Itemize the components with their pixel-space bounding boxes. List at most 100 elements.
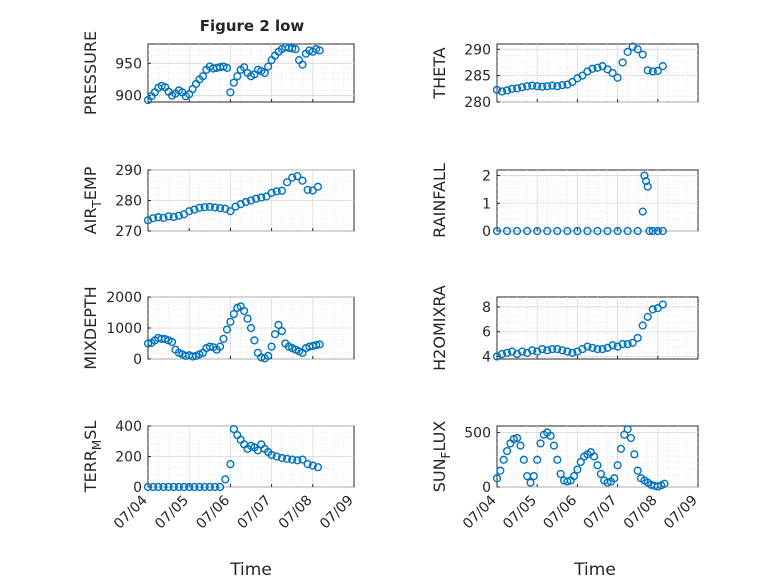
- data-point: [573, 226, 582, 236]
- data-point: [257, 193, 266, 202]
- data-point: [264, 351, 273, 361]
- x-tick-label: 07/04: [111, 492, 151, 532]
- data-point: [618, 340, 627, 349]
- y-tick-label: 0: [482, 480, 491, 496]
- data-point: [250, 336, 259, 345]
- data-point: [645, 226, 654, 236]
- y-tick-label: 6: [482, 325, 491, 341]
- data-point: [226, 88, 235, 97]
- data-point: [164, 482, 173, 492]
- data-point: [143, 482, 153, 492]
- data-point: [270, 330, 280, 339]
- y-tick-label: 200: [115, 450, 142, 466]
- data-point: [638, 50, 647, 59]
- data-point: [246, 323, 256, 333]
- data-point: [313, 182, 323, 191]
- data-point: [523, 82, 532, 91]
- data-point: [267, 342, 276, 351]
- data-point: [226, 317, 235, 326]
- data-point: [648, 305, 657, 314]
- data-point: [492, 474, 502, 483]
- data-point: [516, 441, 525, 450]
- data-point: [229, 78, 238, 87]
- data-point: [274, 320, 283, 330]
- axes-box: [496, 169, 699, 232]
- data-point: [533, 82, 542, 91]
- data-point: [543, 226, 552, 236]
- data-point: [293, 456, 302, 465]
- data-point: [222, 325, 232, 334]
- data-point: [198, 72, 208, 81]
- y-tick-label: 270: [115, 224, 142, 240]
- data-point: [154, 482, 163, 492]
- x-tick-label: 07/07: [235, 493, 275, 533]
- x-tick-label: 07/06: [540, 492, 580, 532]
- data-point: [282, 454, 292, 463]
- data-point: [536, 439, 545, 448]
- x-tick-label: 07/09: [317, 493, 357, 533]
- data-point: [608, 341, 617, 350]
- data-point: [569, 472, 579, 481]
- data-point: [528, 346, 537, 355]
- data-point: [529, 472, 538, 481]
- data-point: [267, 450, 276, 460]
- y-tick-label: 900: [115, 89, 142, 105]
- data-point: [553, 455, 562, 464]
- data-point: [210, 482, 220, 492]
- data-point: [658, 300, 667, 309]
- data-point: [169, 482, 178, 492]
- y-tick-label: 400: [115, 419, 142, 435]
- data-point: [613, 226, 622, 236]
- data-point: [312, 340, 321, 350]
- data-point: [512, 433, 522, 443]
- data-point: [533, 455, 542, 464]
- data-point: [167, 337, 177, 347]
- data-point: [502, 348, 512, 357]
- data-point: [593, 63, 602, 72]
- y-axis-label: TERRMSL: [81, 421, 104, 494]
- data-point: [502, 446, 512, 456]
- data-point: [616, 444, 626, 453]
- data-point: [219, 334, 228, 343]
- data-point: [549, 441, 559, 450]
- data-point: [568, 348, 577, 357]
- data-point: [282, 178, 292, 187]
- data-point: [660, 479, 669, 488]
- data-point: [633, 45, 642, 54]
- data-point: [149, 482, 158, 492]
- y-tick-label: 500: [464, 426, 491, 442]
- data-point: [538, 82, 547, 91]
- data-point: [260, 68, 269, 78]
- data-point: [169, 212, 178, 222]
- data-point: [588, 343, 597, 352]
- data-point: [578, 71, 587, 80]
- y-tick-label: 4: [482, 350, 491, 366]
- data-point: [638, 207, 647, 216]
- data-point: [633, 466, 642, 475]
- data-point: [497, 87, 507, 96]
- data-point: [653, 226, 662, 236]
- data-point: [190, 482, 199, 492]
- data-point: [518, 347, 527, 356]
- data-point: [593, 226, 602, 236]
- y-tick-label: 0: [133, 480, 142, 496]
- data-point: [240, 63, 249, 72]
- data-point: [533, 226, 542, 236]
- data-point: [216, 342, 225, 351]
- data-point: [267, 188, 276, 197]
- data-point: [512, 226, 522, 236]
- data-point: [246, 196, 256, 205]
- data-point: [200, 203, 209, 212]
- y-tick-label: 2: [482, 169, 491, 185]
- data-point: [229, 424, 238, 434]
- data-point: [233, 72, 242, 81]
- data-point: [543, 82, 552, 91]
- data-point: [303, 460, 312, 469]
- data-point: [315, 46, 324, 55]
- data-point: [216, 482, 225, 492]
- x-tick-label: 07/08: [621, 493, 661, 533]
- subplot-pressure: 900 950 PRESSURE: [81, 31, 355, 115]
- data-point: [630, 450, 639, 459]
- data-point: [643, 66, 652, 75]
